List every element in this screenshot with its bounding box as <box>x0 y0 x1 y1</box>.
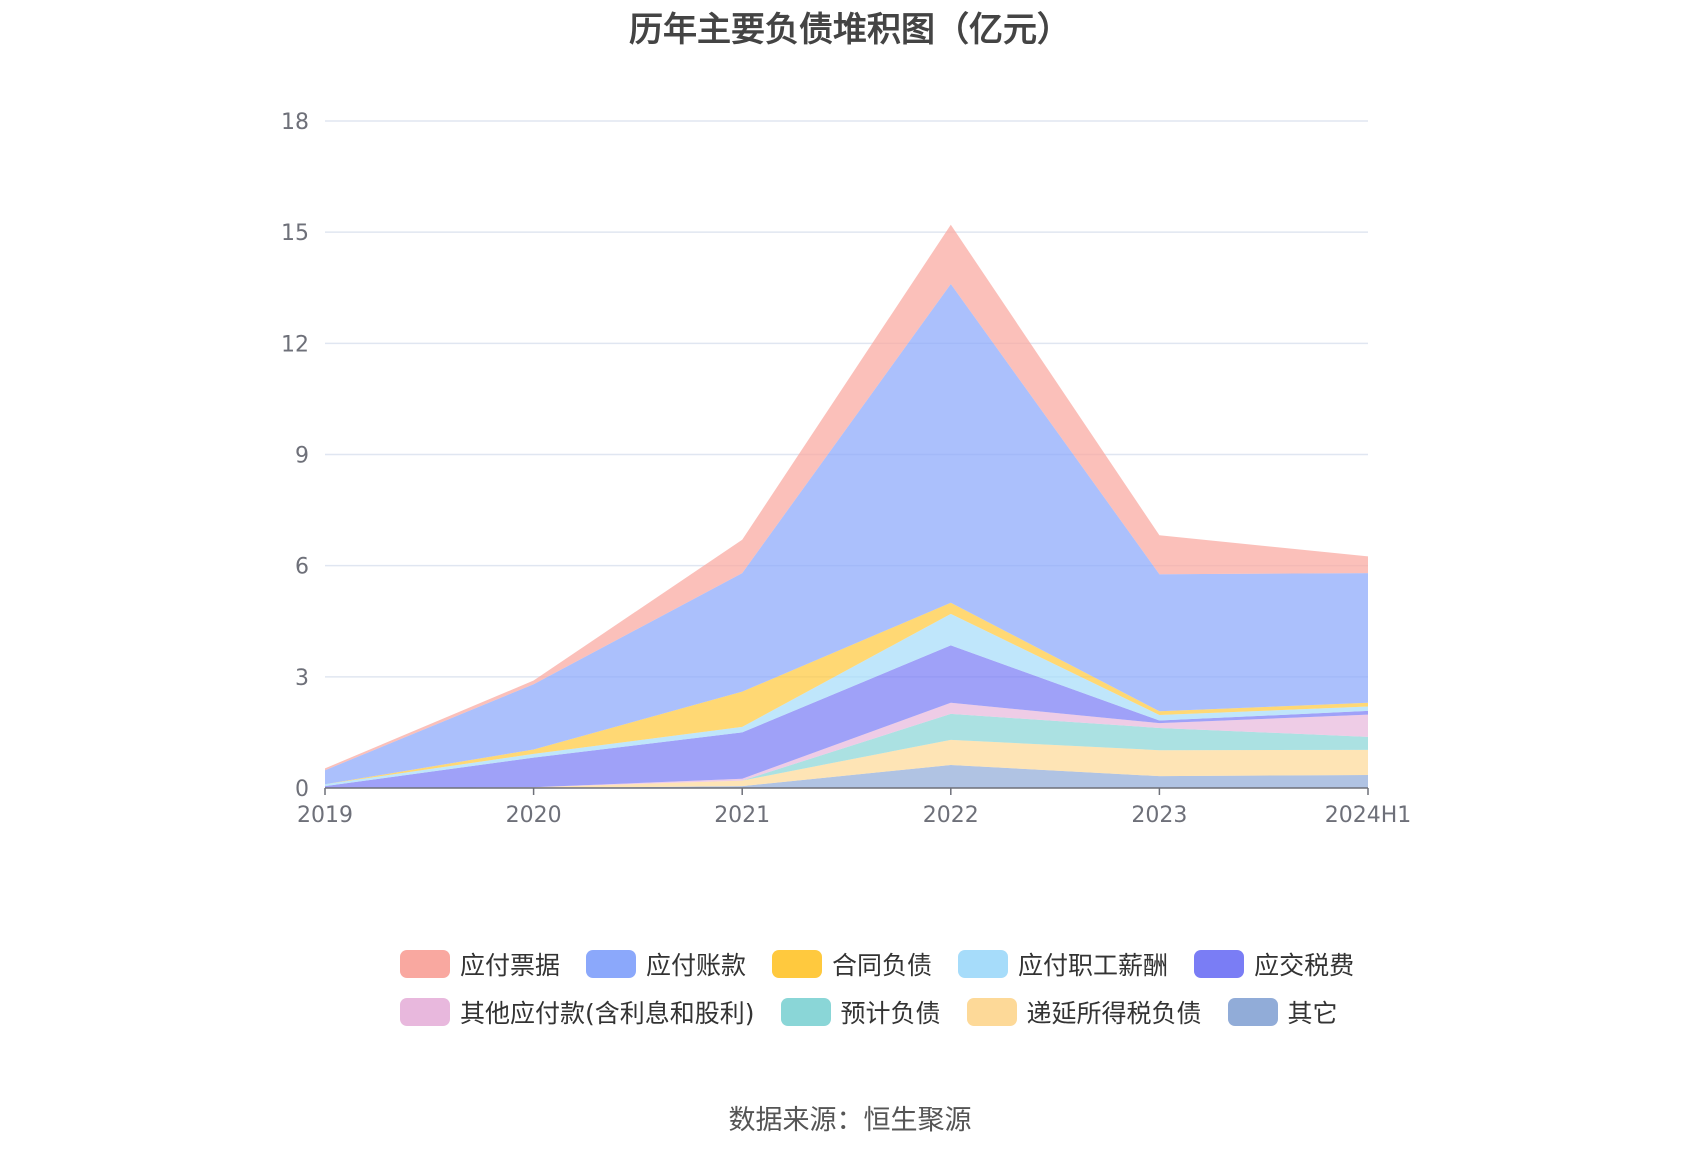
legend-swatch <box>772 950 823 978</box>
legend-row: 其他应付款(含利息和股利) 预计负债 递延所得税负债 其它 <box>400 988 1400 1036</box>
y-tick-label: 0 <box>295 777 309 802</box>
area-合同负债 <box>325 602 1368 785</box>
legend-item[interactable]: 合同负债 <box>772 946 932 982</box>
area-递延所得税负债 <box>325 739 1368 788</box>
legend-item[interactable]: 预计负债 <box>780 994 941 1030</box>
legend-swatch <box>1194 950 1245 978</box>
y-tick-label: 3 <box>295 666 309 691</box>
x-tick-label: 2022 <box>923 803 979 828</box>
legend-swatch <box>400 950 450 978</box>
x-tick-label: 2024H1 <box>1325 803 1412 828</box>
legend-swatch <box>966 998 1017 1026</box>
legend-swatch <box>958 950 1009 978</box>
x-tick-label: 2021 <box>714 803 770 828</box>
legend-label: 应付账款 <box>646 951 747 980</box>
area-其它 <box>325 765 1368 788</box>
legend-item[interactable]: 应交税费 <box>1194 946 1354 982</box>
legend-swatch <box>780 998 831 1026</box>
legend-label: 应付票据 <box>460 951 561 980</box>
legend-item[interactable]: 递延所得税负债 <box>966 994 1202 1030</box>
legend-item[interactable]: 应付票据 <box>400 946 560 982</box>
data-source: 数据来源：恒生聚源 <box>728 1105 972 1136</box>
x-tick-label: 2019 <box>297 803 353 828</box>
chart-title: 历年主要负债堆积图（亿元） <box>629 10 1071 50</box>
legend-label: 其它 <box>1287 999 1338 1028</box>
legend-label: 递延所得税负债 <box>1026 999 1202 1028</box>
y-tick-label: 15 <box>281 221 309 246</box>
legend-row: 应付票据 应付账款 合同负债 应付职工薪酬 应交税费 <box>400 940 1400 988</box>
legend-label: 应交税费 <box>1254 951 1355 980</box>
area-应交税费 <box>325 645 1368 788</box>
axis-layer: 0 3 6 9 12 15 18 2019 2020 2021 2022 2023 2024H1 <box>281 110 1411 828</box>
legend-label: 合同负债 <box>832 951 933 980</box>
legend-swatch <box>400 998 450 1026</box>
x-tick-label: 2023 <box>1131 803 1187 828</box>
legend-label: 应付职工薪酬 <box>1018 951 1169 980</box>
y-tick-label: 18 <box>281 110 309 135</box>
y-tick-label: 6 <box>295 555 309 580</box>
y-tick-label: 12 <box>281 332 309 357</box>
legend-label: 其他应付款(含利息和股利) <box>460 999 755 1028</box>
legend-item[interactable]: 其他应付款(含利息和股利) <box>400 994 755 1030</box>
legend: 应付票据 应付账款 合同负债 应付职工薪酬 应交税费 其他应付款(含利息和股利) 预计负债… <box>400 940 1400 1036</box>
legend-item[interactable]: 应付账款 <box>586 946 746 982</box>
area-其他应付款(含利息和股利) <box>325 702 1368 788</box>
legend-item[interactable]: 其它 <box>1227 994 1338 1030</box>
y-tick-label: 9 <box>295 444 309 469</box>
legend-swatch <box>1227 998 1278 1026</box>
x-tick-label: 2020 <box>506 803 562 828</box>
area-预计负债 <box>325 713 1368 788</box>
legend-item[interactable]: 应付职工薪酬 <box>958 946 1168 982</box>
area-应付账款 <box>325 284 1368 785</box>
legend-label: 预计负债 <box>840 999 941 1028</box>
area-layer <box>325 224 1368 788</box>
legend-swatch <box>586 950 637 978</box>
